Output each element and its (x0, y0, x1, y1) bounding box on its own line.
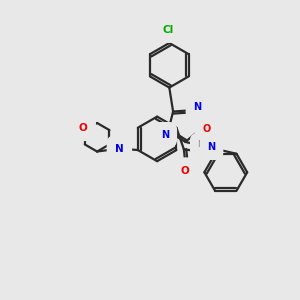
Text: O: O (202, 124, 210, 134)
Text: O: O (79, 123, 88, 133)
Text: N: N (161, 130, 169, 140)
Text: N: N (208, 142, 216, 152)
Text: N: N (194, 102, 202, 112)
Text: N: N (115, 144, 124, 154)
Text: O: O (181, 166, 190, 176)
Text: Cl: Cl (162, 25, 173, 34)
Text: H: H (197, 140, 205, 149)
